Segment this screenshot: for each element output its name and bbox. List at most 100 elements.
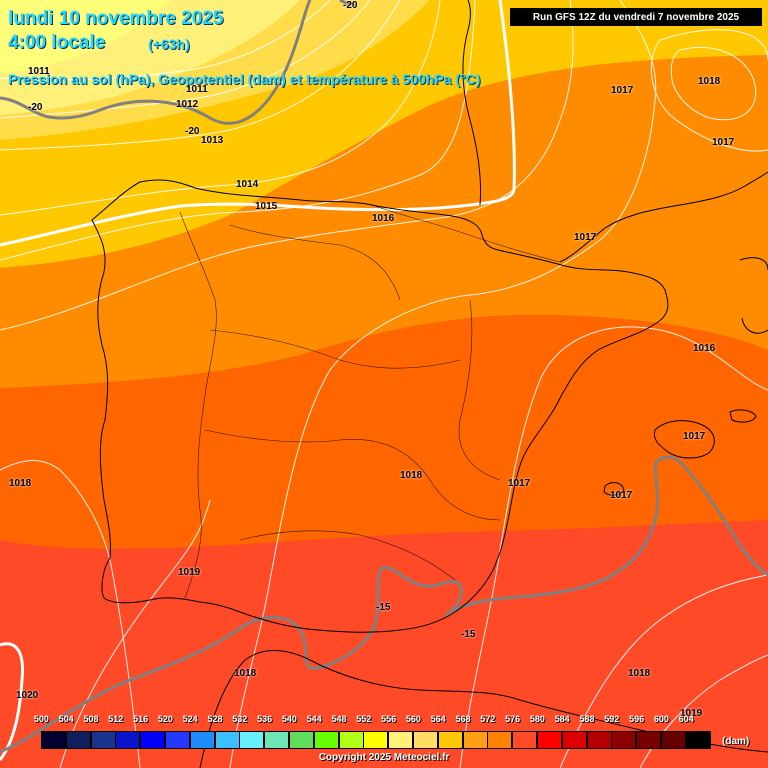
iberia-coast bbox=[91, 179, 669, 633]
isobar-1015 bbox=[0, 0, 476, 261]
isobar-1011 bbox=[0, 0, 331, 81]
legend-tick-label: 512 bbox=[108, 714, 124, 724]
legend-swatch bbox=[90, 731, 116, 749]
isobar-1017-east bbox=[459, 326, 768, 768]
legend-swatch bbox=[487, 731, 513, 749]
legend-swatch bbox=[413, 731, 438, 749]
legend-tick-label: 520 bbox=[157, 714, 173, 724]
isobar-label: 1016 bbox=[693, 343, 716, 354]
legend-swatch bbox=[636, 731, 662, 749]
isobar-label: 1017 bbox=[611, 85, 634, 96]
legend-swatch bbox=[115, 731, 141, 749]
spain-portugal-border bbox=[179, 211, 217, 599]
map-description: Pression au sol (hPa), Geopotentiel (dam… bbox=[8, 71, 481, 87]
legend-tick-label: 532 bbox=[232, 714, 248, 724]
legend-tick-label: 548 bbox=[331, 714, 347, 724]
isobar-1012 bbox=[0, 0, 371, 119]
isobar-label: 1018 bbox=[698, 76, 721, 87]
legend-swatch bbox=[611, 731, 637, 749]
isotherm-minus15 bbox=[0, 455, 768, 754]
legend-swatch bbox=[561, 731, 587, 749]
isobar-label: 1015 bbox=[255, 201, 278, 212]
isobar-1016 bbox=[0, 0, 574, 331]
isotherm-minus20-top bbox=[339, 0, 356, 6]
isotherm-label: -15 bbox=[461, 629, 476, 640]
isobar-label: 1019 bbox=[178, 567, 201, 578]
model-run-info: Run GFS 12Z du vendredi 7 novembre 2025 bbox=[510, 8, 762, 26]
legend-tick-label: 544 bbox=[306, 714, 322, 724]
isobar-label: 1014 bbox=[236, 179, 259, 190]
legend-tick-label: 536 bbox=[257, 714, 273, 724]
legend-tick-label: 524 bbox=[182, 714, 198, 724]
legend-tick-label: 560 bbox=[405, 714, 421, 724]
isobar-label: 1016 bbox=[372, 213, 395, 224]
internal-borders bbox=[179, 204, 561, 599]
isotherm-label: -15 bbox=[376, 602, 391, 613]
legend-swatch bbox=[437, 731, 463, 749]
isobar-label: 1011 bbox=[186, 84, 208, 95]
legend-swatch bbox=[661, 731, 686, 749]
balearic-mallorca bbox=[653, 420, 715, 459]
legend-tick-label: 596 bbox=[629, 714, 645, 724]
geopotential-contour-560-sw bbox=[0, 642, 25, 761]
region-border-1 bbox=[229, 224, 401, 301]
legend-swatch bbox=[264, 731, 290, 749]
legend-tick-label: 516 bbox=[133, 714, 149, 724]
legend-swatch bbox=[462, 731, 488, 749]
legend-swatch bbox=[313, 731, 339, 749]
legend-swatch bbox=[685, 731, 711, 749]
isobar-label: 1017 bbox=[574, 232, 597, 243]
legend-tick-label: 528 bbox=[207, 714, 223, 724]
forecast-time: 4:00 locale bbox=[8, 32, 106, 53]
isobar-label: 1011 bbox=[28, 66, 50, 77]
isobar-1017-north bbox=[229, 0, 657, 768]
region-border-3 bbox=[204, 429, 501, 521]
isobar-label: 1018 bbox=[400, 470, 423, 481]
legend-swatch bbox=[41, 731, 66, 749]
isobar-1019 bbox=[59, 499, 211, 768]
isobar-label: 1017 bbox=[508, 478, 531, 489]
isotherm-label: -20 bbox=[185, 126, 200, 137]
isobar-label: 1017 bbox=[712, 137, 735, 148]
isobar-label: 1019 bbox=[680, 708, 703, 719]
legend-swatch bbox=[512, 731, 538, 749]
legend-tick-label: 508 bbox=[83, 714, 99, 724]
isobar-1013 bbox=[0, 0, 401, 151]
legend-tick-label: 500 bbox=[33, 714, 49, 724]
legend-swatch bbox=[388, 731, 414, 749]
isobar-1018-ring bbox=[670, 46, 757, 121]
legend-unit: (dam) bbox=[722, 736, 750, 747]
region-border-2 bbox=[209, 329, 461, 369]
coastlines bbox=[91, 0, 768, 768]
france-coast bbox=[462, 0, 481, 206]
isobar-label: 1020 bbox=[16, 690, 39, 701]
legend-swatch bbox=[537, 731, 562, 749]
forecast-date: lundi 10 novembre 2025 bbox=[8, 8, 224, 29]
balearic-menorca bbox=[729, 409, 757, 423]
legend-tick-label: 588 bbox=[579, 714, 595, 724]
legend-tick-label: 604 bbox=[678, 714, 694, 724]
copyright: Copyright 2025 Meteociel.fr bbox=[318, 752, 450, 763]
region-border-5 bbox=[458, 299, 501, 481]
legend-tick-label: 540 bbox=[281, 714, 297, 724]
balearic-ibiza bbox=[603, 482, 625, 496]
legend-swatch bbox=[289, 731, 314, 749]
legend-tick-label: 564 bbox=[430, 714, 446, 724]
legend-tick-label: 556 bbox=[381, 714, 397, 724]
legend-tick-label: 600 bbox=[653, 714, 669, 724]
isobar-label: 1018 bbox=[9, 478, 32, 489]
region-border-4 bbox=[239, 530, 456, 581]
band-552 bbox=[0, 0, 170, 73]
morocco-coast bbox=[199, 650, 768, 768]
isobar-label: 1018 bbox=[628, 668, 651, 679]
isobar-label: 1017 bbox=[683, 431, 706, 442]
legend-tick-label: 568 bbox=[455, 714, 471, 724]
legend-swatch bbox=[189, 731, 215, 749]
legend-tick-label: 572 bbox=[480, 714, 496, 724]
geopotential-contour-564 bbox=[0, 0, 516, 247]
